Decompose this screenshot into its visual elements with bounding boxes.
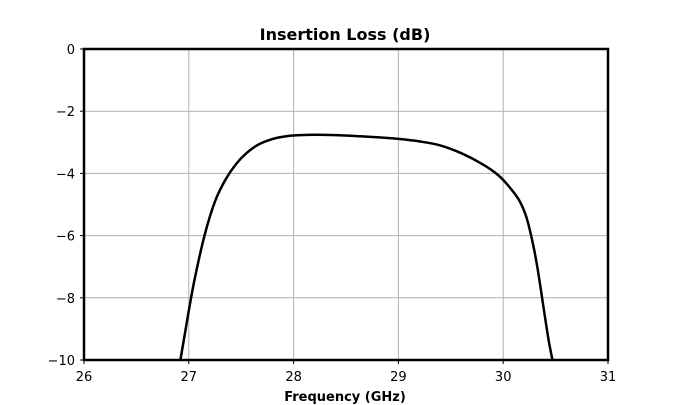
chart-title: Insertion Loss (dB): [260, 25, 431, 44]
x-tick-label: 31: [600, 370, 617, 385]
x-tick-label: 26: [76, 370, 93, 385]
y-tick-label: −8: [56, 292, 75, 307]
x-tick-label: 28: [285, 370, 302, 385]
x-axis-ticks: 26 27 28 29 30 31: [76, 360, 617, 385]
plot-frame: [82, 47, 610, 362]
grid-lines: [83, 48, 609, 361]
x-tick-label: 27: [181, 370, 198, 385]
x-tick-label: 30: [495, 370, 512, 385]
series-line: [179, 133, 554, 361]
y-tick-label: −10: [48, 354, 75, 369]
y-tick-label: −4: [56, 167, 75, 182]
y-tick-label: −2: [56, 105, 75, 120]
x-tick-label: 29: [390, 370, 407, 385]
y-tick-label: 0: [67, 43, 75, 58]
y-tick-label: −6: [56, 230, 75, 245]
x-axis-label: Frequency (GHz): [284, 390, 406, 405]
y-axis-ticks: 0 −2 −4 −6 −8 −10: [48, 43, 84, 369]
